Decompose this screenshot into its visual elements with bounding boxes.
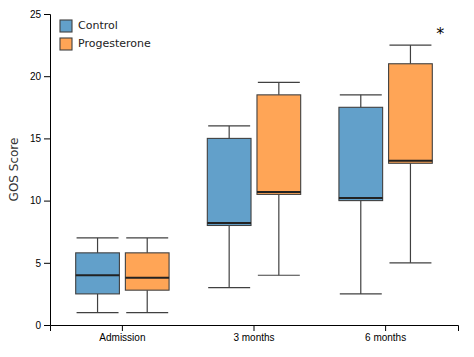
whisker-cap [208,287,250,288]
series [76,95,383,313]
whisker [360,95,361,107]
box-body [76,253,120,294]
whisker [97,294,98,313]
whisker-cap [126,237,168,238]
tick-mark [44,325,50,326]
x-tick: 3 months [233,325,274,343]
legend-swatch [60,20,72,32]
y-axis: 0 5 10 15 20 25 [30,9,51,331]
whisker-cap [77,237,119,238]
legend-item: Progesterone [60,37,151,50]
whisker-cap [126,312,168,313]
legend-swatch [60,38,72,50]
whisker-cap [77,312,119,313]
median [339,197,383,199]
box [76,238,120,313]
whisker [410,45,411,64]
tick-mark [44,138,50,139]
median [76,274,120,276]
y-tick: 10 [30,195,50,206]
whisker-cap [208,125,250,126]
tick-label: 3 months [233,332,274,343]
tick-label: Admission [99,332,145,343]
tick-label: 5 [35,258,41,269]
axis-domain [51,326,459,332]
whisker [410,163,411,263]
chart: 0 5 10 15 20 25 Admission 3 months 6 months * Cont… [0,0,474,357]
whisker [278,194,279,275]
y-tick: 25 [30,9,50,20]
x-axis: Admission 3 months 6 months [51,325,459,343]
box-body [339,107,383,200]
y-tick: 15 [30,133,50,144]
x-tick: Admission [99,325,145,343]
whisker [229,126,230,138]
tick-mark [44,263,50,264]
y-tick: 0 [35,320,50,331]
median [207,222,251,224]
series [125,45,432,312]
marks [76,45,433,312]
tick-mark [254,325,255,331]
axis-domain [44,15,51,326]
box [389,45,433,263]
tick-label: 20 [30,71,42,82]
tick-label: 0 [35,320,41,331]
whisker-cap [389,262,431,263]
tick-mark [44,14,50,15]
annotation: * [436,24,444,43]
whisker-cap [258,275,300,276]
box-body [125,253,169,290]
whisker-cap [340,293,382,294]
y-tick: 5 [35,258,50,269]
box [125,238,169,313]
box [257,82,301,275]
tick-mark [44,201,50,202]
whisker [229,225,230,287]
whisker-cap [258,82,300,83]
x-tick: 6 months [365,325,406,343]
box [207,126,251,288]
legend-label: Control [78,19,118,32]
y-axis-title: GOS Score [7,138,21,202]
tick-mark [385,325,386,331]
tick-label: 6 months [365,332,406,343]
box-body [207,138,251,225]
whisker-cap [340,94,382,95]
y-tick: 20 [30,71,50,82]
median [125,277,169,279]
tick-label: 25 [30,9,42,20]
median [389,160,433,162]
tick-mark [122,325,123,331]
median [257,191,301,193]
plot: 0 5 10 15 20 25 Admission 3 months 6 months * Cont… [30,9,459,343]
whisker [278,82,279,94]
tick-label: 15 [30,133,42,144]
box [339,95,383,294]
tick-mark [44,76,50,77]
legend-item: Control [60,19,118,32]
whisker [97,238,98,253]
whisker-cap [389,44,431,45]
whisker [360,201,361,294]
whisker [147,290,148,312]
whisker [147,238,148,253]
legend-label: Progesterone [78,37,151,50]
tick-label: 10 [30,195,42,206]
box-body [389,64,433,164]
legend: Control Progesterone [60,19,151,50]
box-body [257,95,301,195]
